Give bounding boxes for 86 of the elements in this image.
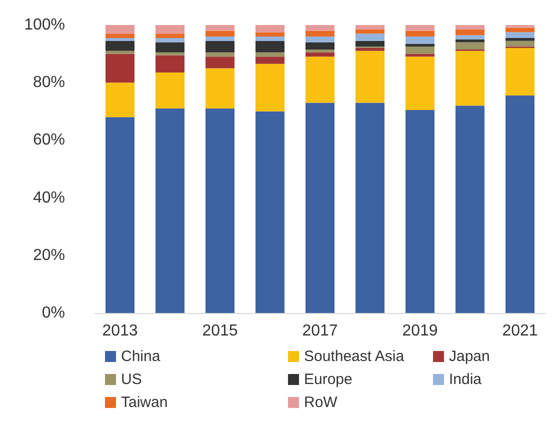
bar bbox=[106, 54, 134, 83]
bar bbox=[256, 36, 284, 41]
legend-label: RoW bbox=[304, 394, 338, 411]
bar bbox=[356, 34, 384, 41]
bar bbox=[206, 68, 234, 109]
bar bbox=[206, 52, 234, 57]
bar bbox=[456, 35, 484, 40]
legend-label: Japan bbox=[449, 348, 490, 365]
bar bbox=[506, 38, 534, 41]
bar bbox=[256, 52, 284, 57]
bar bbox=[506, 96, 534, 313]
bar bbox=[306, 42, 334, 50]
y-tick-label: 60% bbox=[32, 132, 65, 149]
bar bbox=[306, 49, 334, 52]
x-tick-label: 2017 bbox=[302, 322, 338, 340]
bar bbox=[506, 25, 534, 28]
bar bbox=[256, 32, 284, 37]
bar bbox=[106, 34, 134, 38]
bar bbox=[156, 55, 184, 73]
bar bbox=[256, 25, 284, 32]
y-tick-label: 0% bbox=[42, 304, 65, 322]
bar bbox=[406, 25, 434, 31]
y-tick-label: 100% bbox=[24, 16, 65, 34]
bar bbox=[106, 50, 134, 54]
bar bbox=[506, 28, 534, 32]
bar bbox=[456, 25, 484, 30]
bar bbox=[356, 25, 384, 30]
bar bbox=[106, 38, 134, 41]
bar bbox=[206, 56, 234, 68]
bar bbox=[306, 102, 334, 313]
bar bbox=[256, 111, 284, 313]
legend-label: Southeast Asia bbox=[304, 348, 405, 365]
bar bbox=[256, 56, 284, 64]
bar bbox=[206, 30, 234, 37]
bar bbox=[106, 117, 134, 313]
legend-label: India bbox=[449, 371, 482, 388]
bar bbox=[506, 32, 534, 38]
bar bbox=[406, 56, 434, 110]
bar bbox=[356, 40, 384, 47]
x-tick-label: 2019 bbox=[402, 322, 438, 340]
bar bbox=[406, 30, 434, 37]
bar bbox=[106, 25, 134, 34]
bar bbox=[156, 72, 184, 109]
legend-label: US bbox=[121, 371, 142, 388]
bar bbox=[456, 50, 484, 106]
bar bbox=[406, 36, 434, 44]
bar bbox=[156, 108, 184, 313]
x-tick-label: 2021 bbox=[502, 322, 538, 340]
bar bbox=[156, 38, 184, 42]
bar bbox=[456, 106, 484, 313]
bar bbox=[406, 44, 434, 47]
bar bbox=[156, 25, 184, 34]
bar bbox=[306, 56, 334, 103]
bar bbox=[206, 108, 234, 313]
bar bbox=[156, 34, 184, 38]
bar bbox=[356, 50, 384, 103]
x-tick-label: 2015 bbox=[202, 322, 238, 340]
bar bbox=[306, 52, 334, 57]
legend-label: China bbox=[121, 348, 161, 365]
bar bbox=[356, 48, 384, 51]
bar bbox=[406, 110, 434, 313]
bar bbox=[106, 82, 134, 118]
bar bbox=[356, 102, 384, 313]
bar bbox=[206, 40, 234, 52]
bar bbox=[206, 36, 234, 41]
bar bbox=[456, 39, 484, 42]
x-tick-label: 2013 bbox=[102, 322, 138, 340]
bar bbox=[306, 30, 334, 37]
bar bbox=[306, 25, 334, 31]
y-tick-label: 40% bbox=[32, 189, 65, 206]
bar bbox=[306, 36, 334, 42]
bar bbox=[156, 42, 184, 52]
bar bbox=[106, 40, 134, 51]
y-tick-label: 20% bbox=[32, 246, 65, 264]
bar bbox=[506, 48, 534, 96]
bar bbox=[456, 29, 484, 36]
legend-label: Taiwan bbox=[121, 394, 168, 411]
bar bbox=[356, 29, 384, 34]
bar bbox=[256, 40, 284, 52]
legend-label: Europe bbox=[304, 371, 352, 388]
bar bbox=[406, 46, 434, 54]
bar bbox=[256, 64, 284, 112]
y-tick-label: 80% bbox=[32, 74, 65, 92]
bar bbox=[506, 40, 534, 47]
bar bbox=[456, 42, 484, 50]
bar bbox=[206, 25, 234, 31]
